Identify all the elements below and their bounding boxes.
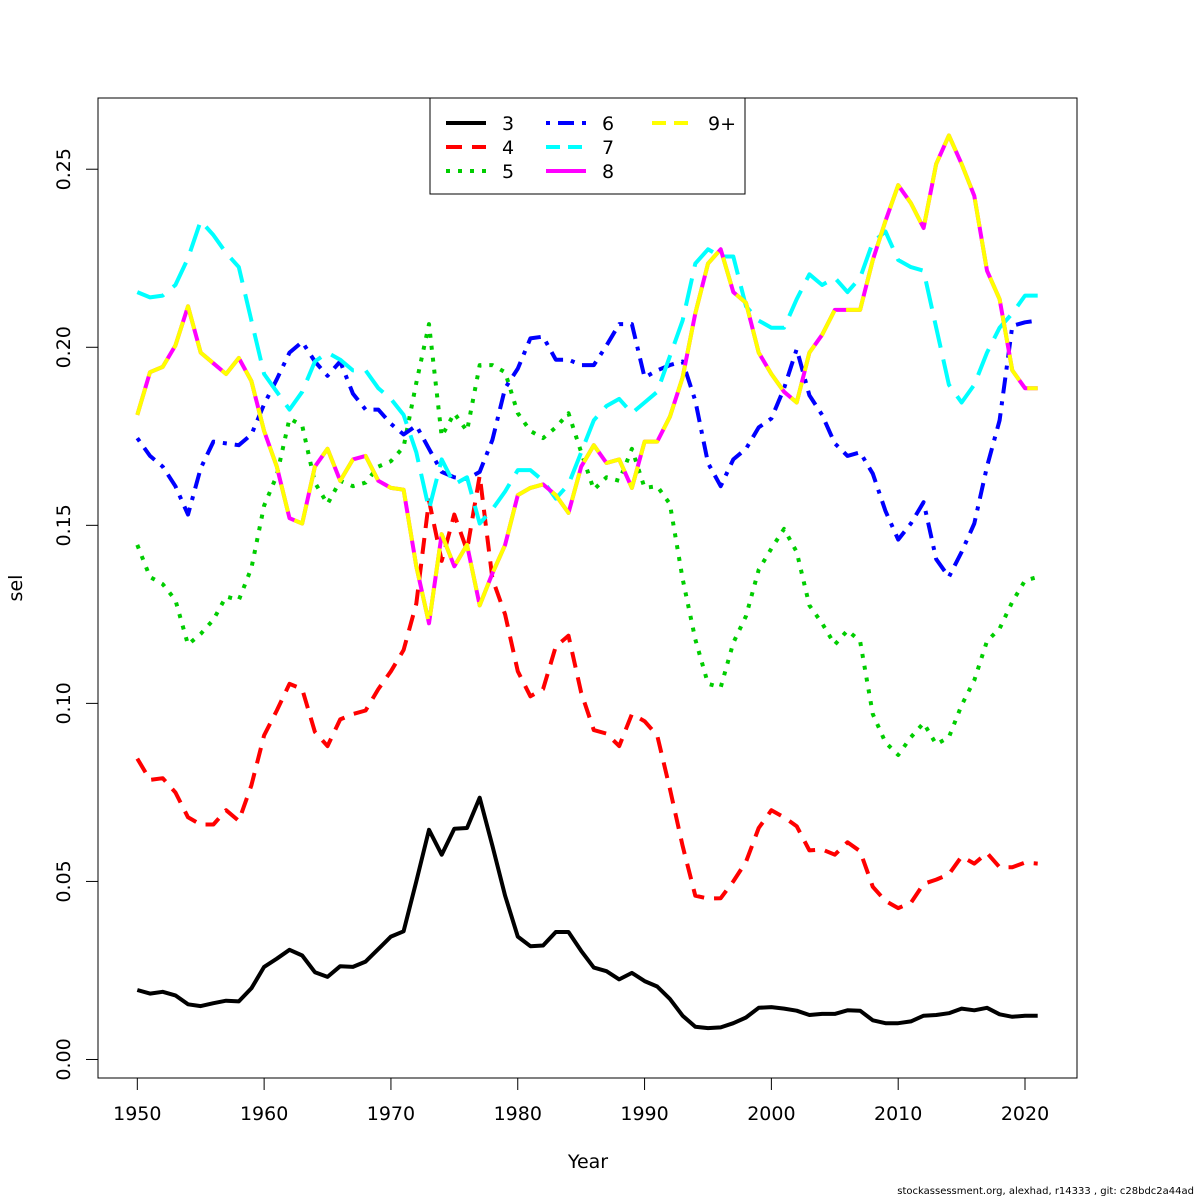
legend-label: 3 [502,113,514,135]
series-line-3 [136,795,1038,1031]
legend-label: 5 [502,161,514,183]
y-tick-label: 0.05 [53,860,75,902]
legend-label: 8 [602,161,614,183]
legend-label: 4 [502,137,514,159]
x-tick-label: 2000 [747,1103,795,1125]
series-line-6 [135,318,1038,579]
series-line-5 [135,322,1039,757]
x-tick-label: 1990 [620,1103,668,1125]
x-tick-label: 2020 [1001,1103,1049,1125]
legend: 345 678 9+ [429,97,746,195]
series-line-8 [135,133,1038,626]
legend-label: 9+ [708,113,736,135]
y-tick-label: 0.15 [53,504,75,546]
footer-credit: stockassessment.org, alexhad, r14333 , g… [897,1186,1194,1197]
x-tick-label: 1980 [494,1103,542,1125]
y-axis-title: sel [5,575,27,602]
y-tick-label: 0.20 [53,326,75,368]
legend-label: 6 [602,113,614,135]
x-tick-label: 1970 [367,1103,415,1125]
legend-label: 7 [602,137,614,159]
x-tick-label: 1950 [113,1103,161,1125]
y-axis: 0.00 0.05 0.10 0.15 0.20 0.25 [53,148,99,1081]
x-axis-title: Year [567,1151,608,1173]
y-tick-label: 0.25 [53,148,75,190]
series-line-9plus [135,133,1038,626]
y-tick-label: 0.10 [53,682,75,724]
x-axis: 1950 1960 1970 1980 1990 2000 2010 2020 [113,1077,1049,1125]
y-tick-label: 0.00 [53,1038,75,1080]
series-line-4 [135,473,1038,911]
x-tick-label: 1960 [240,1103,288,1125]
series-line-7 [136,218,1038,526]
x-tick-label: 2010 [874,1103,922,1125]
series-layer [135,133,1039,1031]
